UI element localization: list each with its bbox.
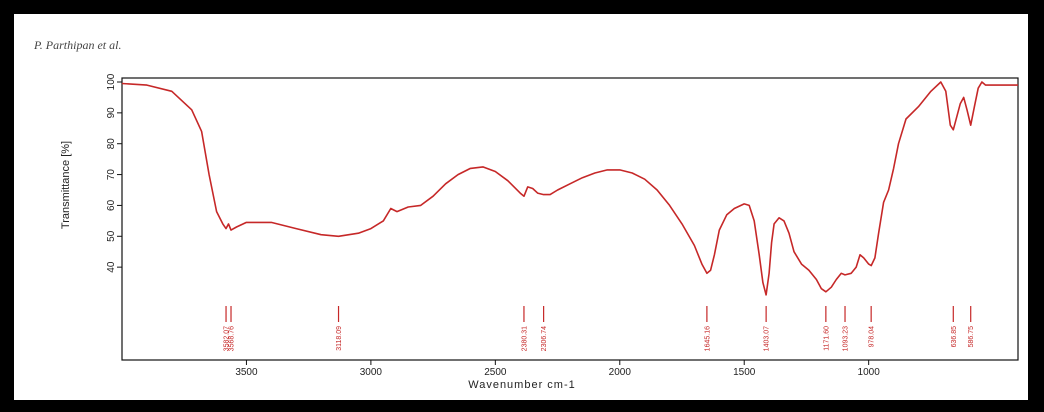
y-tick-label: 80	[106, 138, 117, 150]
peak-label: 1645.16	[704, 326, 711, 351]
x-tick-label: 3500	[235, 367, 258, 378]
x-tick-label: 1500	[733, 367, 756, 378]
y-tick-label: 100	[106, 73, 117, 90]
peak-label: 3582.07	[224, 326, 231, 351]
peak-label: 3568.76	[229, 326, 236, 351]
peak-label: 636.85	[951, 326, 958, 348]
y-tick-label: 50	[106, 230, 117, 242]
y-tick-label: 70	[106, 169, 117, 181]
x-tick-label: 3000	[360, 367, 383, 378]
x-tick-label: 1000	[858, 367, 881, 378]
peak-label: 2306.74	[541, 326, 548, 351]
peak-label: 1093.23	[843, 326, 850, 351]
axis-ticks: 40 50 60 70 80 90 100 3500 3000 2500 2000 1500 1000	[106, 73, 880, 378]
peak-label: 1403.07	[764, 326, 771, 351]
x-tick-label: 2500	[484, 367, 507, 378]
peak-label: 3118.09	[336, 326, 343, 351]
y-tick-label: 90	[106, 107, 117, 119]
author-credit: P. Parthipan et al.	[34, 38, 122, 52]
peak-label: 1171.60	[823, 326, 830, 351]
x-tick-label: 2000	[609, 367, 632, 378]
plot-frame	[121, 77, 1019, 361]
peak-label: 2380.31	[521, 326, 528, 351]
x-axis-label: Wavenumber cm-1	[468, 379, 576, 391]
peak-label: 586.75	[968, 326, 975, 348]
y-tick-label: 60	[106, 199, 117, 211]
peak-label: 978.04	[869, 326, 876, 348]
y-tick-label: 40	[106, 261, 117, 273]
spectrum-line	[121, 81, 1018, 296]
